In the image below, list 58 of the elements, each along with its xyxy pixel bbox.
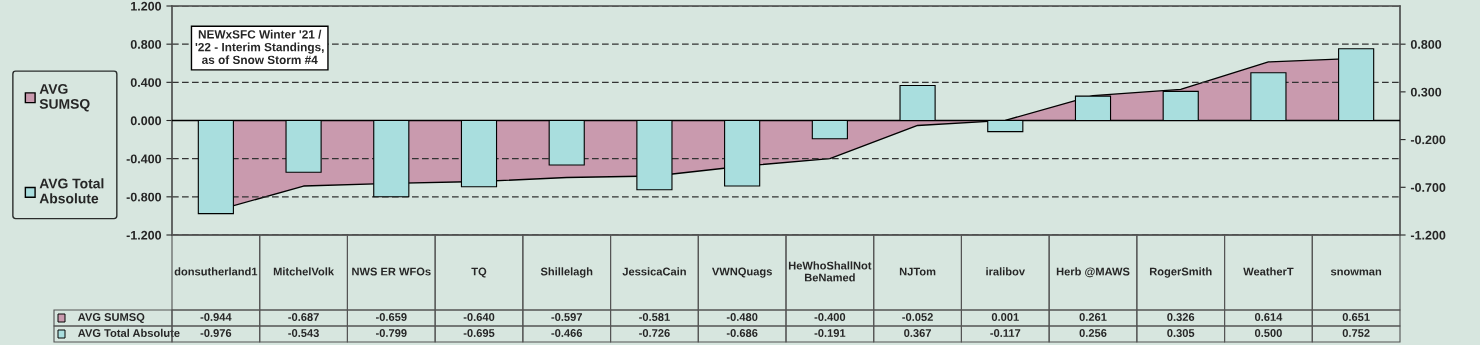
- y-tick-label: 0.800: [130, 39, 162, 49]
- data-label: -0.543: [288, 329, 319, 337]
- data-label: -0.480: [726, 313, 758, 321]
- text: NEWxSFC Winter '21 / '22 - Interim Standings, as of Snow Storm #4: [195, 29, 324, 65]
- y-tick-label: 0.000: [130, 116, 162, 126]
- data-label: 0.614: [1254, 313, 1283, 321]
- x-tick-label: HeWhoShallNotBeNamed: [788, 261, 872, 282]
- x-tick-label: Herb @MAWS: [1056, 267, 1130, 278]
- y-tick-label: 1.200: [131, 1, 162, 11]
- y-tick-label: -0.800: [126, 192, 162, 202]
- data-label: 0.256: [1079, 329, 1107, 337]
- x-tick-label: Shillelagh: [540, 267, 593, 278]
- text: AVG SUMSQ: [39, 84, 90, 112]
- data-label: -0.686: [726, 329, 758, 337]
- x-tick-label: WeatherT: [1243, 267, 1294, 276]
- data-label: 0.261: [1079, 313, 1107, 321]
- x-tick-label: MitchelVolk: [273, 267, 335, 276]
- x-tick-label: JessicaCain: [622, 267, 686, 276]
- y-tick-label: -0.400: [126, 154, 162, 164]
- y-tick-label: -1.200: [126, 230, 162, 240]
- y2-tick-label: 0.800: [1410, 39, 1442, 49]
- data-label: -0.117: [990, 329, 1021, 337]
- data-label: -0.944: [200, 313, 232, 321]
- data-label: -0.976: [200, 329, 232, 337]
- data-label: 0.001: [991, 313, 1019, 321]
- y2-tick-label: -1.200: [1410, 230, 1446, 240]
- data-label: -0.191: [814, 329, 846, 337]
- y2-tick-label: -0.700: [1410, 183, 1446, 192]
- data-label: -0.052: [902, 313, 933, 321]
- x-tick-label: VWNQuags: [711, 267, 772, 278]
- y2-tick-label: -0.200: [1410, 135, 1446, 145]
- x-tick-label: donsutherland1: [174, 267, 258, 276]
- x-tick-label: TQ: [471, 267, 487, 278]
- x-tick-label: NWS ER WFOs: [352, 267, 431, 276]
- data-label: 0.305: [1167, 329, 1195, 337]
- data-label: 0.326: [1167, 313, 1195, 321]
- data-label: -0.597: [551, 313, 582, 321]
- x-tick-label: snowman: [1330, 269, 1382, 276]
- y2-tick-label: 0.300: [1410, 87, 1442, 97]
- data-label: -0.466: [551, 329, 583, 337]
- data-label: -0.640: [463, 313, 495, 321]
- x-tick-label: NJTom: [899, 267, 936, 276]
- legend-label: AVG Total Absolute: [39, 178, 104, 204]
- x-tick-label: RogerSmith: [1149, 267, 1212, 278]
- data-label: -0.799: [375, 329, 407, 337]
- data-label: -0.687: [288, 313, 319, 321]
- data-label: -0.695: [463, 329, 495, 337]
- data-label: 0.651: [1342, 313, 1370, 321]
- y-tick-label: 0.400: [130, 78, 162, 87]
- data-label: -0.581: [639, 313, 670, 321]
- data-label: -0.726: [639, 329, 670, 337]
- data-label: 0.367: [904, 329, 931, 337]
- data-label: 0.752: [1342, 329, 1370, 337]
- x-tick-label: iralibov: [986, 267, 1025, 276]
- data-label: -0.659: [375, 313, 407, 321]
- data-label: 0.500: [1254, 329, 1282, 337]
- legend-label: AVG SUMSQ: [78, 313, 145, 324]
- data-label: -0.400: [814, 313, 846, 321]
